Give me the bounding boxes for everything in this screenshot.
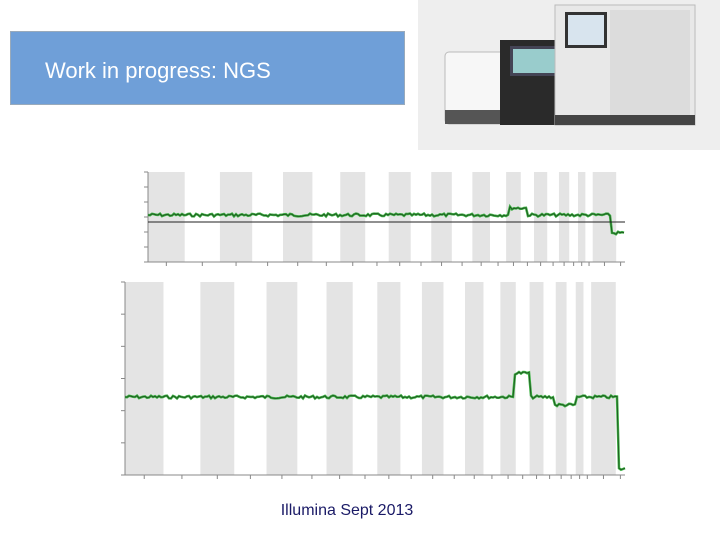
trace-dark: [124, 371, 626, 471]
plot-area: [125, 282, 625, 475]
band: [125, 282, 164, 475]
band: [558, 172, 570, 262]
sequencer-photo: [418, 0, 720, 150]
band: [465, 282, 484, 475]
band: [506, 172, 521, 262]
chart-bottom: [121, 281, 626, 479]
band: [591, 282, 616, 475]
band: [534, 172, 548, 262]
band: [578, 172, 586, 262]
band: [500, 282, 516, 475]
band: [388, 172, 411, 262]
plot-area: [148, 172, 625, 262]
band: [200, 282, 235, 475]
band: [529, 282, 544, 475]
caption: Illumina Sept 2013: [280, 502, 414, 519]
band: [326, 282, 353, 475]
chart-top: [144, 171, 625, 266]
slide-title: Work in progress: NGS: [45, 58, 271, 83]
band: [575, 282, 584, 475]
band: [266, 282, 298, 475]
band: [377, 282, 401, 475]
band: [219, 172, 253, 262]
band: [421, 282, 444, 475]
title-box: Work in progress: NGS: [10, 31, 405, 105]
band: [148, 172, 185, 262]
band: [555, 282, 567, 475]
band: [592, 172, 617, 262]
band: [431, 172, 452, 262]
trace-dark: [147, 205, 625, 235]
